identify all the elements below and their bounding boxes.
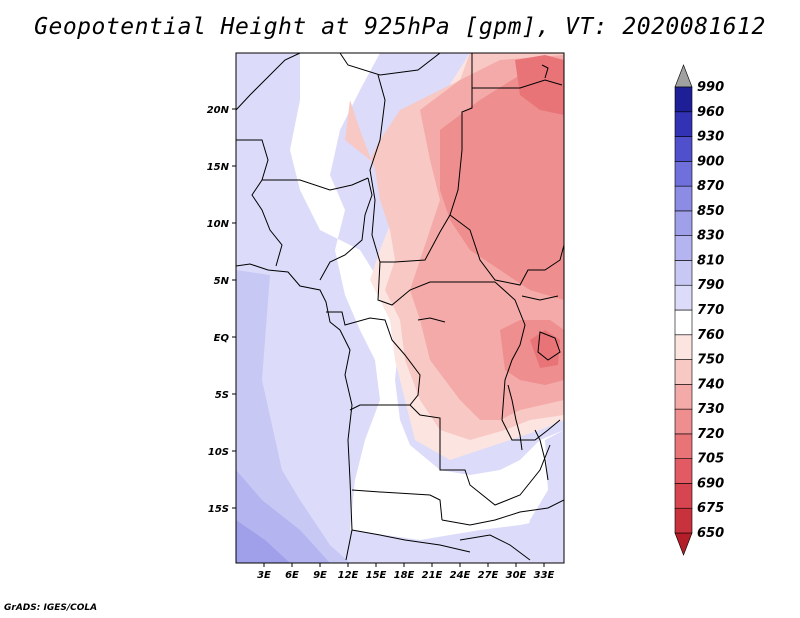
colorbar-label: 850	[697, 204, 724, 219]
colorbar-high-triangle	[674, 64, 693, 88]
border-line	[351, 489, 443, 521]
colorbar-label: 690	[697, 476, 724, 491]
colorbar-label: 990	[697, 80, 724, 95]
map-frame	[235, 52, 565, 564]
field-760	[290, 53, 564, 540]
lake-victoria	[537, 331, 561, 361]
colorbar-box	[674, 408, 693, 435]
height-field	[236, 53, 564, 563]
lat-label: 5N	[214, 276, 230, 287]
colorbar-box	[674, 483, 693, 509]
border-line	[236, 139, 283, 267]
border-line	[449, 214, 564, 286]
colorbar-box	[674, 334, 693, 360]
field-east-770	[520, 430, 564, 563]
border-line	[541, 64, 549, 79]
chart-title: Geopotential Height at 925hPa [gpm], VT:…	[34, 14, 766, 40]
border-line	[351, 529, 471, 553]
colorbar: 650 675 690 705 720 730 740 750 760 770 790 810 830 8…	[674, 64, 724, 556]
colorbar-label: 650	[697, 526, 724, 541]
colorbar-box	[674, 309, 693, 336]
colorbar-label: 900	[697, 154, 724, 169]
colorbar-box	[674, 86, 693, 113]
border-line	[377, 261, 495, 306]
lat-label: 5S	[215, 390, 229, 401]
border-line	[326, 311, 421, 411]
colorbar-label: 790	[697, 278, 724, 293]
lon-label: 15E	[366, 570, 387, 581]
colorbar-box	[674, 433, 693, 459]
colorbar-box	[674, 507, 693, 534]
lat-label: 15S	[208, 504, 229, 515]
colorbar-label: 675	[697, 501, 724, 516]
colorbar-box	[674, 284, 693, 311]
border-line	[369, 53, 473, 263]
colorbar-box	[674, 185, 693, 212]
colorbar-label: 870	[697, 179, 724, 194]
coastline	[236, 263, 353, 561]
lat-axis: 20N 15N 10N 5N EQ 5S 10S 15S	[207, 105, 236, 515]
lake-malawi	[534, 429, 549, 481]
border-line	[319, 177, 373, 281]
lon-label: 6E	[285, 570, 299, 581]
colorbar-label: 930	[697, 130, 724, 145]
border-line	[441, 499, 564, 526]
lon-label: 30E	[506, 570, 527, 581]
colorbar-label: 750	[697, 353, 724, 368]
colorbar-box	[674, 210, 693, 236]
colorbar-box	[674, 260, 693, 286]
lat-label: 10N	[207, 219, 230, 230]
colorbar-box	[674, 359, 693, 385]
colorbar-box	[674, 161, 693, 187]
colorbar-label: 770	[697, 303, 724, 318]
lon-label: 3E	[257, 570, 271, 581]
border-line	[472, 79, 563, 89]
border-line	[459, 534, 531, 561]
field-705-lakes	[530, 330, 560, 368]
colorbar-label: 720	[697, 427, 724, 442]
lat-label: 20N	[207, 105, 230, 116]
colorbar-label: 830	[697, 229, 724, 244]
colorbar-box	[674, 111, 693, 137]
colorbar-boxes	[674, 64, 693, 556]
river	[417, 317, 446, 323]
colorbar-label: 740	[697, 377, 724, 392]
lake-shore	[521, 295, 559, 301]
field-705	[515, 55, 564, 115]
lon-label: 18E	[394, 570, 415, 581]
colorbar-box	[674, 384, 693, 410]
lon-label: 12E	[338, 570, 359, 581]
border-line	[409, 404, 551, 506]
colorbar-labels: 650 675 690 705 720 730 740 750 760 770 790 810 830 8…	[697, 80, 724, 541]
country-borders	[236, 53, 564, 561]
lat-label: 15N	[207, 162, 230, 173]
field-720	[440, 60, 564, 300]
lon-label: 33E	[534, 570, 555, 581]
colorbar-label: 730	[697, 402, 724, 417]
colorbar-low-triangle	[674, 532, 693, 556]
colorbar-box	[674, 136, 693, 162]
border-line	[339, 53, 441, 76]
colorbar-label: 760	[697, 328, 724, 343]
colorbar-box	[674, 458, 693, 484]
lake-tanganyika	[507, 384, 523, 451]
lon-label: 21E	[422, 570, 443, 581]
lon-axis: 3E 6E 9E 12E 15E 18E 21E 24E 27E 30E 33E	[257, 563, 555, 581]
border-line	[262, 177, 369, 191]
lon-label: 27E	[478, 570, 499, 581]
colorbar-label: 960	[697, 105, 724, 120]
lat-label: 10S	[208, 447, 229, 458]
lon-label: 9E	[313, 570, 327, 581]
border-line	[236, 53, 301, 111]
lat-label: EQ	[214, 333, 230, 344]
grads-credit: GrADS: IGES/COLA	[4, 603, 98, 613]
colorbar-label: 705	[697, 452, 724, 467]
field-ocean-810	[236, 520, 290, 563]
colorbar-label: 810	[697, 253, 724, 268]
border-line	[494, 281, 561, 441]
colorbar-box	[674, 235, 693, 261]
field-ocean-770	[236, 270, 350, 563]
lon-label: 24E	[450, 570, 471, 581]
